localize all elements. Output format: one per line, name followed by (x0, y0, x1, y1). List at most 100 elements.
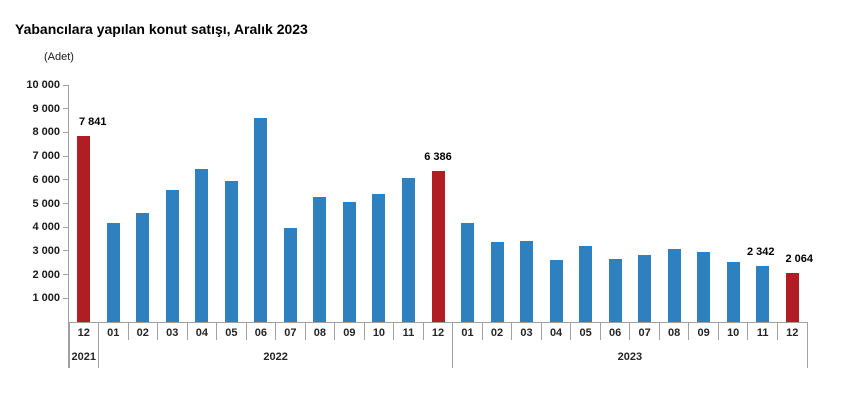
bar-2022-07 (283, 228, 297, 322)
year-boundary-separator (806, 322, 808, 368)
month-label: 12 (786, 327, 799, 339)
unit-label: (Adet) (44, 51, 74, 63)
y-axis-tick (63, 179, 69, 181)
month-label: 05 (225, 327, 238, 339)
bar-2023-01 (461, 222, 475, 322)
x-axis-line (69, 322, 807, 323)
month-label: 12 (431, 327, 445, 339)
month-label: 04 (195, 327, 208, 339)
y-tick-label: 6 000 (32, 173, 60, 186)
month-label: 02 (136, 327, 149, 339)
month-separator (393, 322, 395, 340)
month-label: 02 (490, 327, 504, 339)
year-label: 2023 (617, 351, 643, 363)
y-tick-label: 3 000 (32, 244, 60, 257)
y-axis-tick (63, 274, 69, 276)
month-separator (776, 322, 778, 340)
month-label: 03 (520, 327, 533, 339)
month-separator (157, 322, 159, 340)
y-tick-label: 1 000 (32, 292, 60, 305)
y-tick-label: 9 000 (32, 102, 60, 115)
month-separator (540, 322, 542, 340)
y-axis-tick (63, 84, 69, 86)
bar-2021-12 (77, 136, 91, 322)
month-separator (658, 322, 660, 340)
chart-title: Yabancılara yapılan konut satışı, Aralık… (15, 21, 308, 37)
month-label: 05 (579, 327, 592, 339)
bar-2022-09 (342, 202, 356, 322)
month-separator (747, 322, 749, 340)
y-axis-tick (63, 203, 69, 204)
year-boundary-separator (98, 322, 100, 368)
bar-2023-05 (579, 245, 593, 322)
bar-2022-08 (313, 196, 327, 322)
bar-2023-02 (490, 241, 504, 322)
bar-2023-10 (726, 262, 740, 322)
bar-2022-01 (106, 222, 120, 322)
bar-2023-03 (520, 240, 534, 322)
bar-2022-05 (224, 180, 238, 322)
month-label: 12 (77, 327, 90, 339)
month-separator (245, 322, 247, 340)
month-separator (304, 322, 306, 340)
month-separator (186, 322, 188, 340)
month-label: 08 (313, 327, 327, 339)
y-axis-tick (63, 108, 69, 110)
y-axis-tick (63, 297, 69, 299)
month-label: 04 (549, 327, 563, 339)
bar-2023-07 (638, 254, 652, 322)
y-axis-tick (63, 155, 69, 157)
month-separator (511, 322, 513, 340)
month-label: 07 (284, 327, 297, 339)
month-separator (363, 322, 365, 340)
month-separator (422, 322, 424, 340)
month-separator (570, 322, 572, 340)
bar-2022-06 (254, 118, 268, 322)
year-boundary-separator (68, 322, 70, 368)
bar-value-label: 7 841 (78, 116, 107, 129)
bar-2023-04 (549, 260, 563, 322)
month-label: 07 (638, 327, 651, 339)
month-label: 01 (107, 327, 120, 339)
month-separator (599, 322, 601, 340)
month-separator (275, 322, 277, 340)
bar-2023-06 (608, 258, 622, 322)
month-label: 10 (727, 327, 740, 339)
bar-2022-12 (431, 170, 445, 322)
bar-2022-03 (165, 189, 179, 322)
bar-2023-12 (785, 273, 799, 322)
month-label: 10 (372, 327, 386, 339)
month-label: 01 (461, 327, 474, 339)
month-separator (688, 322, 690, 340)
y-tick-label: 4 000 (32, 221, 60, 234)
bar-value-label: 2 064 (785, 253, 813, 266)
month-label: 11 (756, 327, 769, 339)
month-label: 08 (668, 327, 681, 339)
y-axis-tick (63, 250, 69, 252)
bar-2022-11 (401, 178, 415, 322)
y-tick-label: 5 000 (32, 197, 60, 210)
month-label: 06 (608, 327, 622, 339)
y-axis-tick (63, 226, 69, 228)
year-label: 2022 (263, 351, 288, 363)
month-separator (629, 322, 631, 340)
y-tick-label: 2 000 (32, 268, 60, 281)
month-label: 03 (166, 327, 179, 339)
month-label: 09 (343, 327, 356, 339)
month-separator (127, 322, 129, 340)
bar-2022-04 (195, 168, 209, 322)
month-label: 09 (697, 327, 710, 339)
year-label: 2021 (71, 351, 96, 363)
month-label: 06 (254, 327, 267, 339)
month-separator (216, 322, 218, 340)
y-tick-label: 7 000 (32, 150, 60, 163)
year-boundary-separator (452, 322, 454, 368)
bar-2022-10 (372, 194, 386, 322)
bar-value-label: 6 386 (424, 150, 452, 163)
y-tick-label: 8 000 (32, 126, 60, 139)
month-separator (481, 322, 483, 340)
y-axis-line (68, 85, 69, 368)
month-label: 11 (402, 327, 415, 339)
y-axis-tick (63, 131, 69, 133)
